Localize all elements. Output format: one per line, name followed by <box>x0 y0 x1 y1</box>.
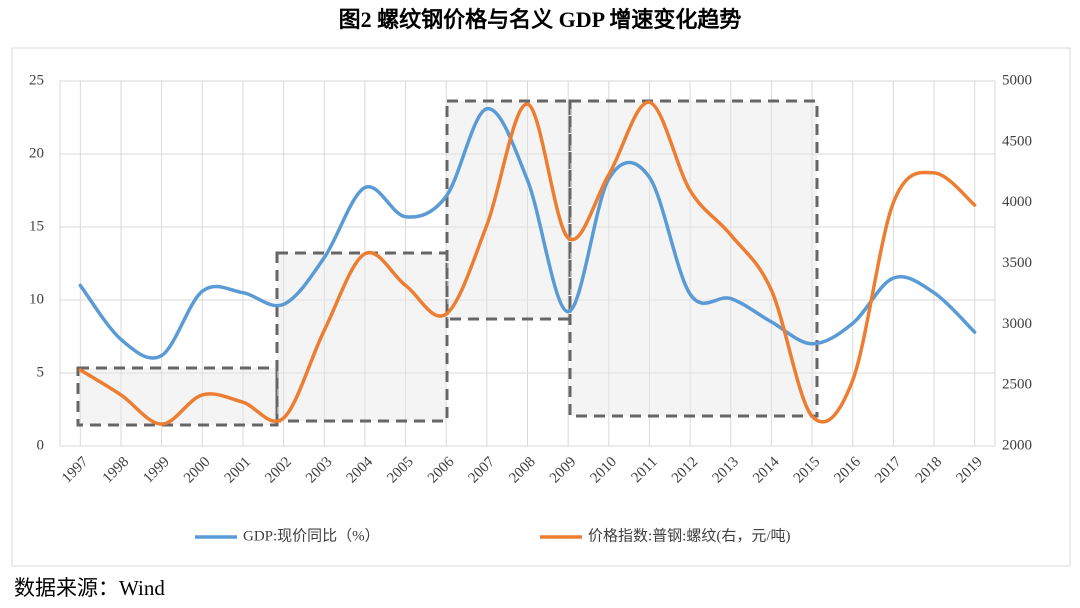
y-tick-label: 0 <box>37 437 45 453</box>
y2-tick-label: 3000 <box>1002 316 1032 332</box>
x-tick-label: 1997 <box>59 454 92 487</box>
y2-tick-label: 2500 <box>1002 377 1032 393</box>
y2-tick-label: 2000 <box>1002 437 1032 453</box>
x-tick-label: 2017 <box>872 454 905 487</box>
y2-tick-label: 4500 <box>1002 133 1032 149</box>
x-tick-label: 2013 <box>709 454 742 487</box>
y-tick-label: 15 <box>29 218 44 234</box>
x-tick-label: 2002 <box>262 454 295 487</box>
x-tick-label: 2018 <box>913 454 946 487</box>
x-tick-label: 2010 <box>588 454 621 487</box>
y2-tick-label: 3500 <box>1002 255 1032 271</box>
series-line <box>78 106 977 360</box>
series-line <box>78 100 977 426</box>
x-tick-label: 2015 <box>791 454 824 487</box>
x-tick-label: 2008 <box>506 454 539 487</box>
plot-border <box>59 80 996 447</box>
x-tick-label: 2007 <box>466 454 499 487</box>
source-note: 数据来源：Wind <box>14 576 165 600</box>
y-tick-label: 10 <box>29 291 44 307</box>
x-tick-label: 2012 <box>669 454 702 487</box>
period-box <box>275 251 449 423</box>
legend-label: GDP:现价同比（%） <box>243 527 380 544</box>
highlight-boxes <box>76 99 819 427</box>
x-tick-label: 2004 <box>344 454 377 487</box>
period-box <box>568 99 819 418</box>
grid <box>59 80 996 447</box>
y-tick-label: 25 <box>29 72 44 88</box>
x-tick-label: 2001 <box>222 454 255 487</box>
y2-tick-label: 4000 <box>1002 194 1032 210</box>
y-tick-label: 20 <box>29 145 44 161</box>
x-tick-label: 2019 <box>953 454 986 487</box>
x-tick-label: 2011 <box>629 454 661 486</box>
x-tick-label: 2014 <box>750 454 783 487</box>
legend-label: 价格指数:普钢:螺纹(右，元/吨) <box>588 527 791 544</box>
x-tick-label: 1999 <box>140 454 173 487</box>
chart-frame <box>11 47 1071 567</box>
x-tick-label: 1998 <box>100 454 133 487</box>
y2-tick-label: 5000 <box>1002 72 1032 88</box>
x-tick-label: 2003 <box>303 454 336 487</box>
y-tick-label: 5 <box>37 364 45 380</box>
plot-area <box>78 100 977 426</box>
x-tick-label: 2006 <box>425 454 458 487</box>
x-tick-label: 2005 <box>384 454 417 487</box>
chart-title: 图2 螺纹钢价格与名义 GDP 增速变化趋势 <box>339 7 742 32</box>
x-tick-label: 2009 <box>547 454 580 487</box>
x-tick-label: 2016 <box>831 454 864 487</box>
x-tick-label: 2000 <box>181 454 214 487</box>
